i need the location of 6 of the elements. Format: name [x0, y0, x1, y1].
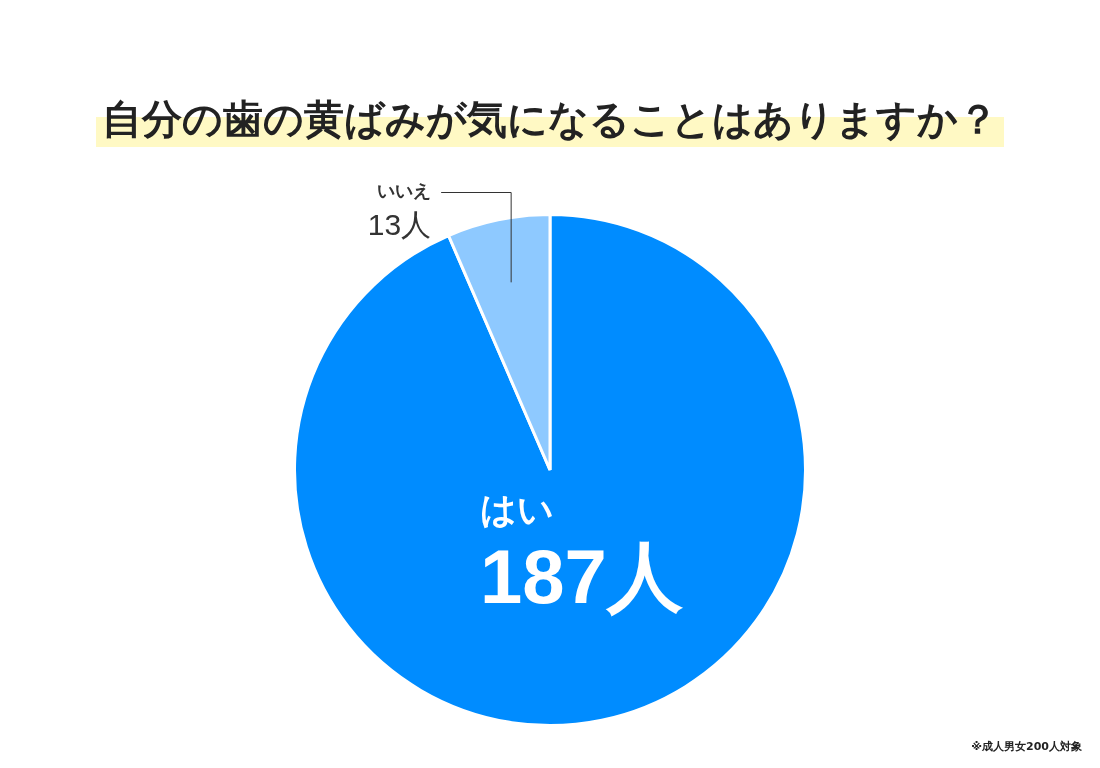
text: ※成人男女200人対象	[971, 739, 1082, 754]
chart-title: 自分の歯の黄ばみが気になることはありますか？	[96, 88, 1004, 147]
slice-label: いいえ	[377, 180, 432, 202]
data-label: 187人	[480, 534, 683, 620]
data-label: 13人	[367, 207, 432, 241]
slice-label: はい	[480, 488, 554, 530]
